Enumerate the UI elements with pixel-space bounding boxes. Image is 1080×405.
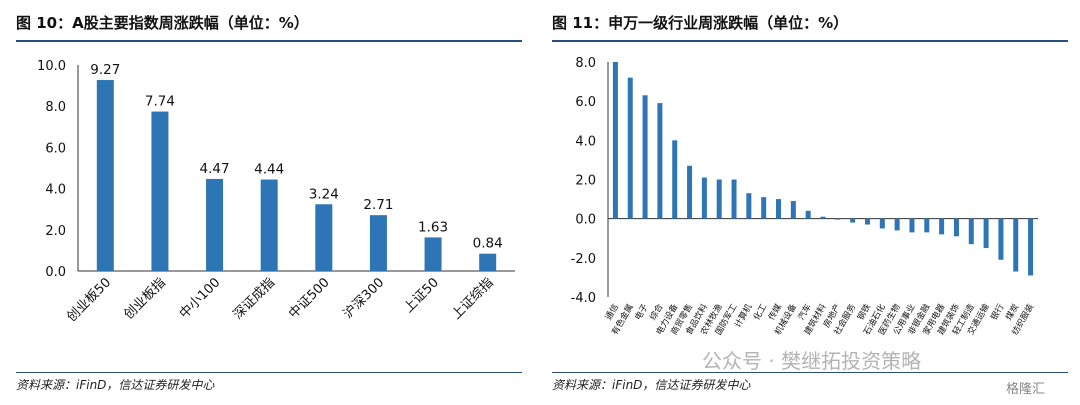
right-bar [983, 218, 989, 249]
left-category-label: 创业板50 [64, 275, 114, 325]
left-chart-title: 图 10：A股主要指数周涨跌幅（单位：%） [16, 14, 309, 32]
left-category-label: 上证50 [401, 275, 442, 316]
right-bar [939, 218, 945, 235]
watermark-logo: 格隆汇 [1006, 382, 1046, 397]
right-chart-panel: 图 11：申万一级行业周涨跌幅（单位：%） -4.0 -2.0 0.0 2.0 4.0 6… [540, 0, 1080, 405]
right-bar [909, 218, 915, 233]
watermark: 公众号 · 樊继拓投资策略 [702, 349, 922, 373]
right-y-tick-label: -2.0 [571, 252, 596, 267]
right-bar [790, 201, 796, 219]
left-category-label: 沪深300 [340, 275, 387, 322]
right-bar [746, 193, 752, 219]
right-bar-chart: -4.0-2.00.02.04.06.08.0通信有色金属电子综合电力设备商贸零… [571, 56, 1038, 337]
right-bar [612, 62, 618, 219]
left-bar [260, 179, 278, 271]
left-data-label: 1.63 [418, 219, 448, 235]
left-bar [369, 215, 387, 271]
right-bar [850, 218, 856, 223]
left-y-tick-label: 10.0 [37, 59, 66, 74]
right-y-tick-label: 8.0 [575, 56, 596, 71]
right-chart-title: 图 11：申万一级行业周涨跌幅（单位：%） [552, 14, 849, 32]
left-data-label: 9.27 [90, 62, 120, 78]
right-source-note: 资料来源：iFinD，信达证券研发中心 [552, 378, 751, 392]
right-bar [642, 95, 648, 219]
right-category-label: 银行 [988, 302, 1006, 323]
right-bar [998, 218, 1004, 260]
right-bar [879, 218, 885, 229]
right-bar [761, 197, 767, 219]
right-bar [731, 179, 737, 219]
left-data-label: 7.74 [145, 94, 175, 110]
left-y-tick-label: 0.0 [45, 265, 66, 280]
left-category-label: 中证500 [286, 275, 333, 322]
left-bar [151, 111, 169, 271]
right-bar [627, 77, 633, 219]
left-data-label: 2.71 [363, 197, 393, 213]
left-category-label: 中小100 [177, 275, 224, 322]
right-category-label: 电子 [633, 302, 651, 323]
right-bar [672, 140, 678, 219]
right-y-tick-label: 4.0 [575, 134, 596, 149]
right-category-label: 化工 [751, 302, 769, 323]
left-y-tick-label: 6.0 [45, 141, 66, 156]
right-bar [805, 210, 811, 219]
right-bar [1013, 218, 1019, 272]
left-data-label: 3.24 [309, 186, 339, 202]
left-category-label: 深证成指 [231, 275, 278, 322]
right-bar [1028, 218, 1034, 276]
right-y-tick-label: 6.0 [575, 95, 596, 110]
left-y-tick-label: 2.0 [45, 224, 66, 239]
left-bar [206, 178, 224, 271]
left-bar-chart: 0.0 2.0 4.0 6.0 8.0 10.0 9.27 创业板50 7.74 创业板指 4.47… [37, 59, 515, 325]
right-bar [820, 216, 826, 219]
right-y-tick-label: 0.0 [575, 213, 596, 228]
left-data-label: 0.84 [473, 236, 503, 252]
left-y-tick-label: 8.0 [45, 100, 66, 115]
right-bar [716, 179, 722, 219]
left-title-rule [16, 40, 522, 42]
left-y-tick-label: 4.0 [45, 183, 66, 198]
left-bar [479, 253, 497, 271]
left-bar [96, 80, 114, 272]
right-bar [701, 177, 707, 219]
right-bar [924, 218, 930, 233]
right-bar [894, 218, 900, 231]
left-category-label: 上证综指 [449, 275, 496, 322]
left-bar [424, 237, 442, 271]
right-bottom-rule [552, 372, 1068, 373]
right-bar [687, 165, 693, 219]
left-bar [315, 204, 333, 271]
left-category-label: 创业板指 [121, 275, 168, 322]
right-bar [953, 218, 959, 237]
left-source-note: 资料来源：iFinD，信达证券研发中心 [16, 378, 215, 392]
left-chart-panel: 图 10：A股主要指数周涨跌幅（单位：%） 0.0 2.0 4.0 6.0 8.0 10.… [0, 0, 530, 405]
right-bar [864, 218, 870, 225]
left-bottom-rule [16, 372, 522, 373]
left-data-label: 4.47 [200, 161, 230, 177]
right-bar [835, 218, 841, 220]
left-data-label: 4.44 [254, 162, 284, 178]
right-y-tick-label: -4.0 [571, 291, 596, 306]
right-bar [657, 103, 663, 219]
right-bar [968, 218, 974, 245]
right-title-rule [552, 40, 1068, 42]
right-bar [776, 199, 782, 219]
right-y-tick-label: 2.0 [575, 174, 596, 189]
